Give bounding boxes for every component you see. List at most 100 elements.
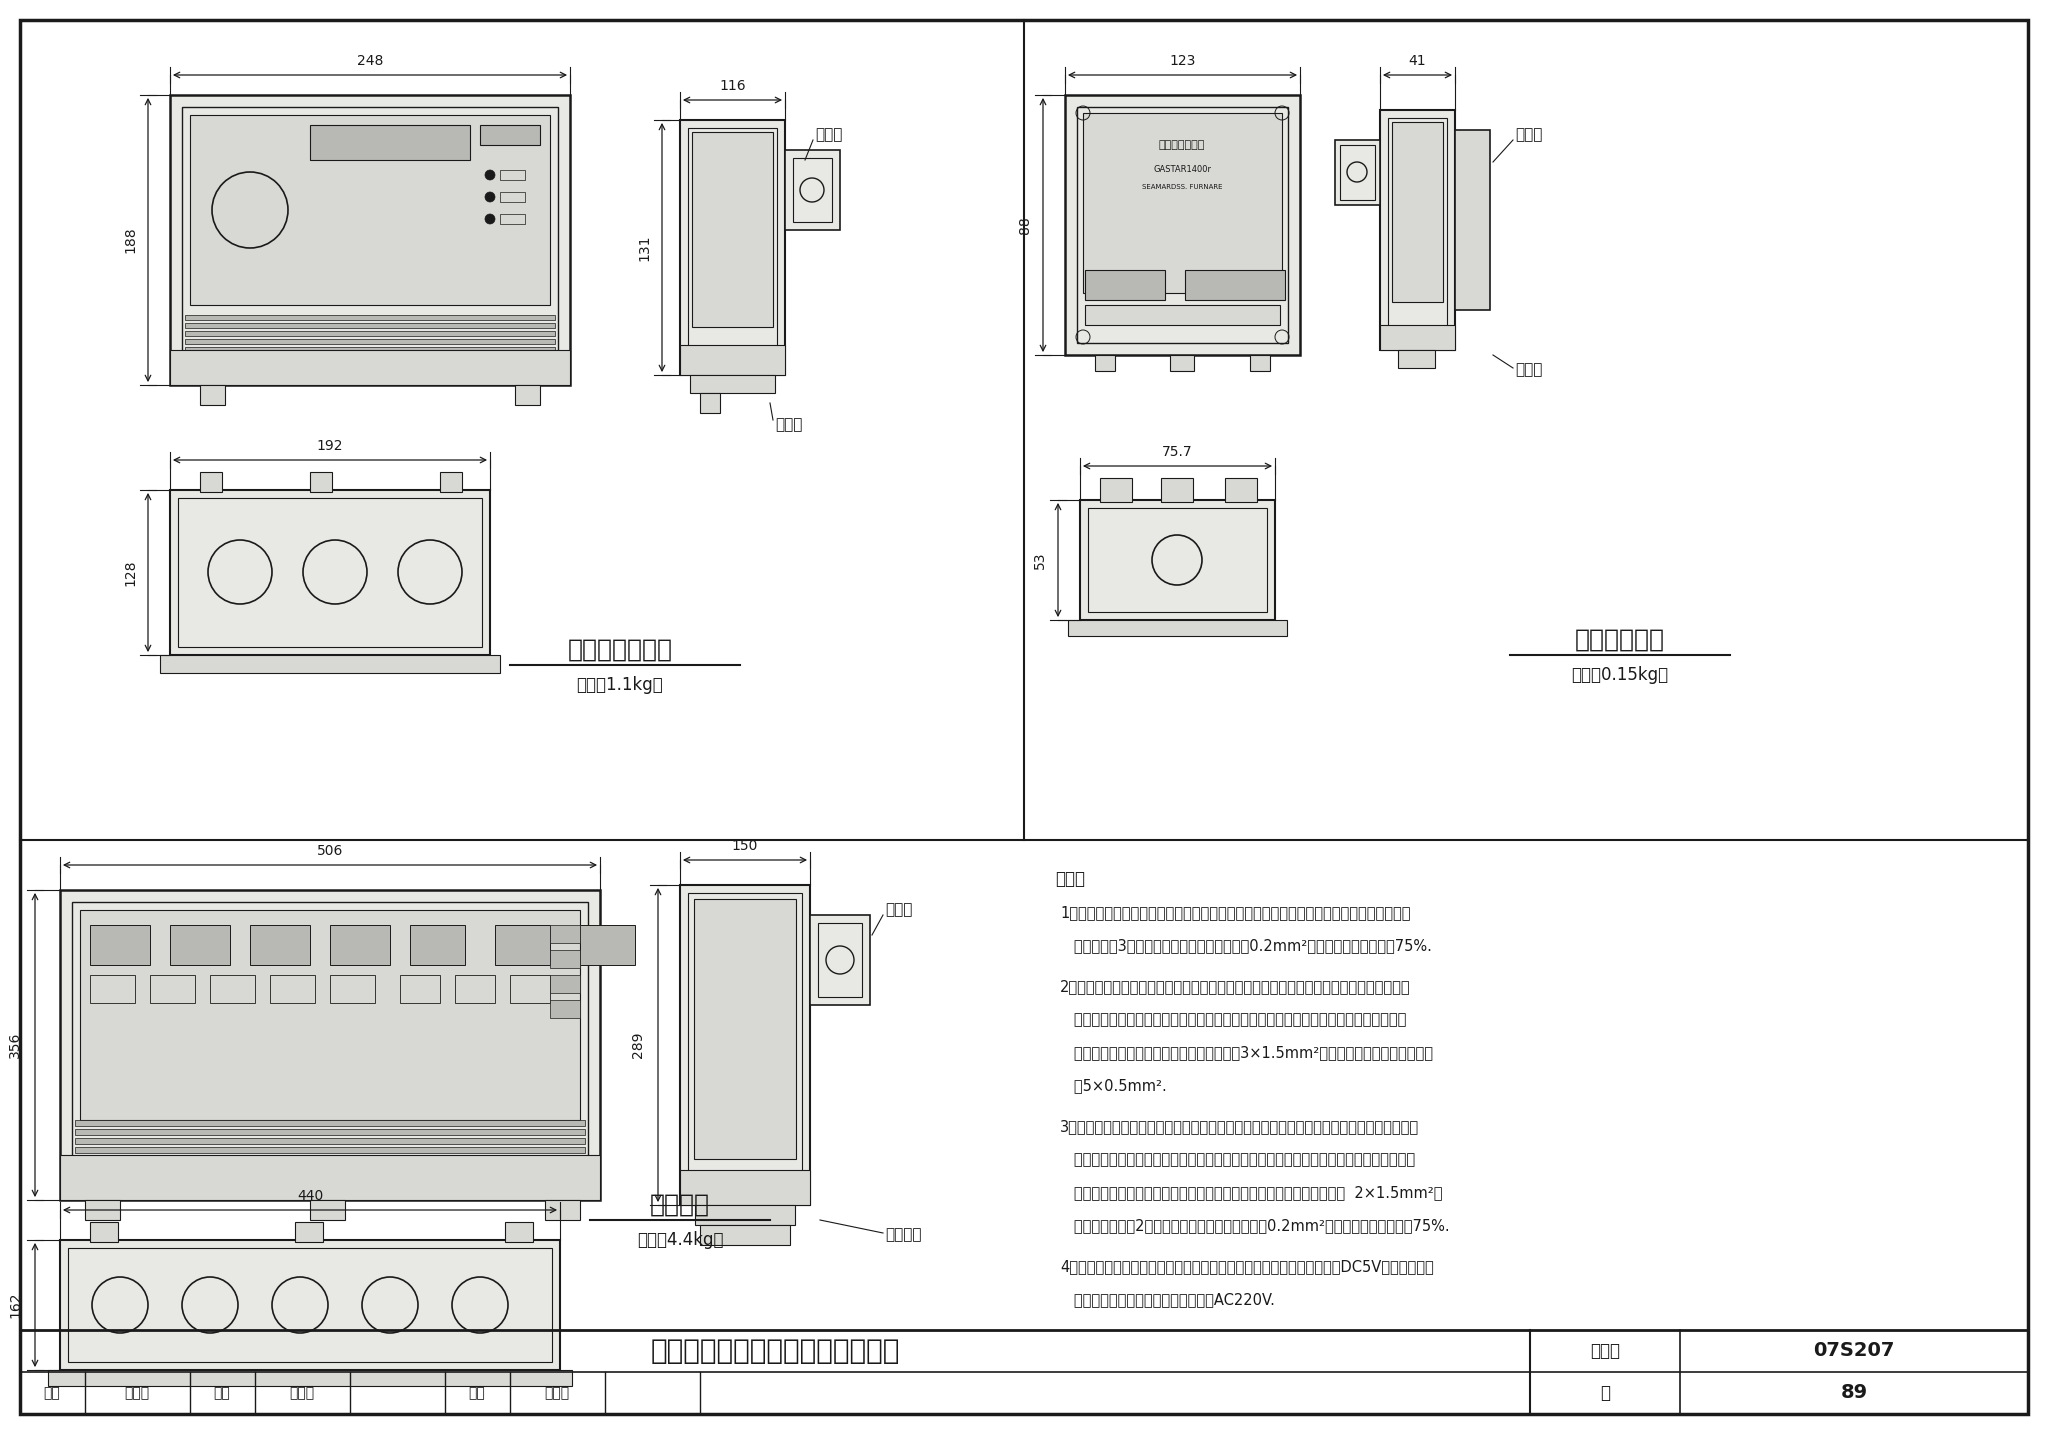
Bar bbox=[688, 893, 803, 1197]
Bar bbox=[1161, 478, 1194, 502]
Text: 主控制器: 主控制器 bbox=[649, 1193, 711, 1217]
Text: 信号线为通讯用2对屏蔽电缆，导线截面不应小于0.2mm²，编织屏蔽密度应大于75%.: 信号线为通讯用2对屏蔽电缆，导线截面不应小于0.2mm²，编织屏蔽密度应大于75… bbox=[1061, 1217, 1450, 1233]
Text: 也可用于人工手动启停供氮装置．供电线缆3×1.5mm²；至供氮装置室外机的信号线: 也可用于人工手动启停供氮装置．供电线缆3×1.5mm²；至供氮装置室外机的信号线 bbox=[1061, 1045, 1434, 1060]
Bar bbox=[1083, 113, 1282, 293]
Text: 紧急报警控制器: 紧急报警控制器 bbox=[567, 638, 672, 663]
Bar bbox=[514, 384, 541, 404]
Bar bbox=[817, 923, 862, 997]
Bar bbox=[510, 975, 551, 1002]
Text: 度数值，接收主控制器输出的防护区氧浓度值过高或过低时声、光报警信号并报警．必要: 度数值，接收主控制器输出的防护区氧浓度值过高或过低时声、光报警信号并报警．必要 bbox=[1061, 1152, 1415, 1167]
Bar bbox=[1087, 508, 1268, 612]
Bar bbox=[182, 108, 557, 373]
Bar bbox=[690, 376, 774, 393]
Text: 1．氧浓度探测器用于监测防护区内空气的氧浓度，向主控制器输出氧浓度数值信号。信号: 1．氧浓度探测器用于监测防护区内空气的氧浓度，向主控制器输出氧浓度数值信号。信号 bbox=[1061, 905, 1411, 921]
Text: 88: 88 bbox=[1018, 217, 1032, 234]
Text: 123: 123 bbox=[1169, 54, 1196, 67]
Bar bbox=[76, 1156, 586, 1162]
Bar bbox=[1335, 141, 1380, 205]
Bar bbox=[184, 356, 555, 360]
Bar bbox=[90, 975, 135, 1002]
Text: 506: 506 bbox=[317, 845, 344, 858]
Bar bbox=[1079, 500, 1276, 619]
Bar bbox=[1249, 356, 1270, 371]
Bar bbox=[170, 925, 229, 965]
Text: 度数值，氧浓度值过高或过低时声、光报警并向紧急报警控制器输出报警信号．必要时: 度数值，氧浓度值过高或过低时声、光报警并向紧急报警控制器输出报警信号．必要时 bbox=[1061, 1012, 1407, 1027]
Bar bbox=[1096, 356, 1114, 371]
Bar bbox=[700, 393, 721, 413]
Bar bbox=[90, 1222, 119, 1242]
Bar bbox=[1065, 95, 1300, 356]
Bar bbox=[330, 925, 389, 965]
Text: 192: 192 bbox=[317, 439, 344, 453]
Bar bbox=[150, 975, 195, 1002]
Text: 校对: 校对 bbox=[213, 1387, 229, 1400]
Text: 注氮控氧防火系统控制组件外形图: 注氮控氧防火系统控制组件外形图 bbox=[651, 1336, 899, 1365]
Bar bbox=[76, 1147, 586, 1153]
Bar bbox=[1085, 305, 1280, 326]
Bar bbox=[479, 125, 541, 145]
Bar bbox=[1169, 356, 1194, 371]
Text: 出线孔: 出线孔 bbox=[1516, 363, 1542, 377]
Text: 页: 页 bbox=[1599, 1384, 1610, 1402]
Text: 为5×0.5mm².: 为5×0.5mm². bbox=[1061, 1078, 1167, 1093]
Text: 75.7: 75.7 bbox=[1161, 445, 1192, 459]
Bar bbox=[700, 1225, 791, 1245]
Text: 2．主控制器根据氧浓度探测器采集到的氧浓度信号自动启停供氮装置，显示防护区内氧浓: 2．主控制器根据氧浓度探测器采集到的氧浓度信号自动启停供氮装置，显示防护区内氧浓 bbox=[1061, 979, 1411, 994]
Text: 安装孔: 安装孔 bbox=[815, 128, 842, 142]
Text: 氧浓度探测器: 氧浓度探测器 bbox=[1575, 628, 1665, 652]
Text: 162: 162 bbox=[8, 1292, 23, 1318]
Bar bbox=[694, 1205, 795, 1225]
Text: SEAMARDSS. FURNARE: SEAMARDSS. FURNARE bbox=[1141, 184, 1223, 189]
Bar bbox=[309, 125, 469, 161]
Text: 116: 116 bbox=[719, 79, 745, 93]
Text: 440: 440 bbox=[297, 1189, 324, 1203]
Text: 紧急报警控制器控制电源工作电压为AC220V.: 紧急报警控制器控制电源工作电压为AC220V. bbox=[1061, 1292, 1274, 1306]
Bar bbox=[1085, 270, 1165, 300]
Bar bbox=[190, 115, 551, 305]
Bar bbox=[201, 384, 225, 404]
Circle shape bbox=[485, 214, 496, 224]
Bar bbox=[184, 331, 555, 336]
Bar bbox=[86, 1200, 121, 1220]
Text: 时也可用于远距离手动紧急停止供氮装置．与急停按钮连接的供电线缆  2×1.5mm²；: 时也可用于远距离手动紧急停止供氮装置．与急停按钮连接的供电线缆 2×1.5mm²… bbox=[1061, 1184, 1442, 1200]
Text: 进线孔: 进线孔 bbox=[774, 417, 803, 433]
Bar bbox=[500, 214, 524, 224]
Bar bbox=[496, 925, 551, 965]
Bar bbox=[811, 915, 870, 1005]
Bar bbox=[170, 350, 569, 384]
Text: 53: 53 bbox=[1032, 551, 1047, 569]
Bar bbox=[680, 1170, 811, 1205]
Bar bbox=[1077, 108, 1288, 343]
Bar bbox=[59, 1154, 600, 1200]
Text: 陶观楚: 陶观楚 bbox=[125, 1387, 150, 1400]
Bar bbox=[170, 490, 489, 655]
Text: 188: 188 bbox=[123, 227, 137, 254]
Bar bbox=[309, 472, 332, 492]
Bar bbox=[201, 472, 221, 492]
Bar bbox=[80, 1164, 160, 1190]
Bar bbox=[47, 1369, 571, 1387]
Bar bbox=[270, 975, 315, 1002]
Bar bbox=[170, 95, 569, 384]
Bar bbox=[680, 346, 784, 376]
Bar bbox=[1389, 118, 1448, 341]
Text: 150: 150 bbox=[731, 839, 758, 853]
Bar bbox=[76, 1120, 586, 1126]
Text: 氧气浓度探测器: 氧气浓度探测器 bbox=[1159, 141, 1204, 151]
Bar bbox=[580, 925, 635, 965]
Text: 设计: 设计 bbox=[469, 1387, 485, 1400]
Bar bbox=[551, 999, 580, 1018]
Bar bbox=[90, 925, 150, 965]
Bar bbox=[410, 925, 465, 965]
Bar bbox=[1399, 350, 1436, 369]
Bar bbox=[1100, 478, 1133, 502]
Text: 131: 131 bbox=[637, 234, 651, 261]
Bar bbox=[59, 1240, 559, 1369]
Bar bbox=[1393, 122, 1444, 303]
Bar bbox=[250, 925, 309, 965]
Bar bbox=[1339, 145, 1374, 199]
Bar bbox=[551, 949, 580, 968]
Text: 罗序红: 罗序红 bbox=[545, 1387, 569, 1400]
Bar bbox=[184, 347, 555, 351]
Bar bbox=[184, 315, 555, 320]
